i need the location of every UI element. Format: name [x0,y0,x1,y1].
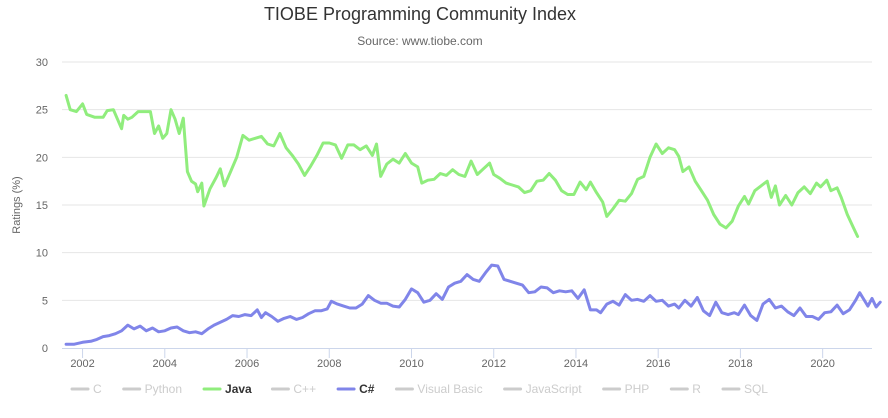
x-tick-label: 2014 [564,358,588,370]
x-axis: 2002 2004 2006 2008 2010 2012 2014 2016 2018 2020 [62,348,872,370]
x-tick-label: 2008 [317,358,341,370]
legend-label: Visual Basic [417,382,482,396]
y-axis-ticks: 0 5 10 15 20 25 30 [36,57,48,355]
grid-lines [62,61,872,301]
x-tick-label: 2020 [810,358,834,370]
legend-label: SQL [744,382,768,396]
y-tick-label: 5 [42,295,48,307]
series-line-java[interactable] [64,93,860,238]
y-tick-label: 20 [36,152,48,164]
legend-item-php[interactable]: PHP [602,382,650,396]
series-layer [64,93,882,346]
legend: C Python Java C++ C# Visual Basic JavaScript PH… [70,382,768,396]
legend-label: C [93,382,102,396]
legend-label: Python [145,382,182,396]
x-tick-label: 2004 [153,358,177,370]
legend-label: PHP [625,382,650,396]
y-tick-label: 15 [36,200,48,212]
chart-title: TIOBE Programming Community Index [264,4,576,24]
y-tick-label: 30 [36,57,48,69]
legend-label: C++ [293,382,316,396]
legend-item-c-[interactable]: C# [336,382,375,396]
chart-subtitle: Source: www.tiobe.com [357,34,482,48]
legend-label: R [692,382,701,396]
legend-item-visual-basic[interactable]: Visual Basic [394,382,483,396]
legend-item-c[interactable]: C [70,382,102,396]
legend-label: JavaScript [526,382,583,396]
x-tick-label: 2002 [70,358,94,370]
legend-item-c-[interactable]: C++ [270,382,316,396]
y-axis-title: Ratings (%) [11,176,23,233]
x-tick-label: 2016 [646,358,670,370]
legend-item-r[interactable]: R [669,382,701,396]
legend-item-java[interactable]: Java [202,382,252,396]
legend-item-javascript[interactable]: JavaScript [503,382,583,396]
y-tick-label: 10 [36,248,48,260]
legend-label: C# [359,382,375,396]
series-line-c-[interactable] [64,263,882,346]
legend-item-python[interactable]: Python [122,382,182,396]
y-tick-label: 0 [42,343,48,355]
legend-label: Java [225,382,252,396]
y-tick-label: 25 [36,105,48,117]
x-tick-label: 2012 [481,358,505,370]
legend-item-sql[interactable]: SQL [721,382,768,396]
x-tick-label: 2006 [235,358,259,370]
x-tick-label: 2018 [728,358,752,370]
x-tick-label: 2010 [399,358,423,370]
